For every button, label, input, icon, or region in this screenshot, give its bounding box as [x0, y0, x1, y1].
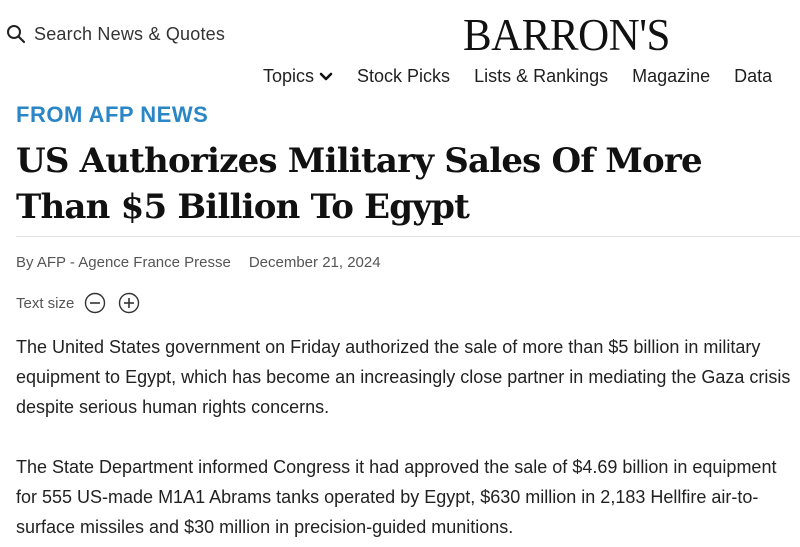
byline-date: December 21, 2024 — [248, 254, 381, 271]
byline-author[interactable]: By AFP - Agence France Presse — [16, 254, 231, 271]
nav-magazine[interactable]: Magazine — [632, 66, 710, 87]
article-paragraph: The State Department informed Congress i… — [16, 457, 777, 537]
article-paragraph: The United States government on Friday a… — [16, 337, 791, 417]
text-size-control: Text size — [16, 292, 140, 314]
search-button[interactable]: Search News & Quotes — [6, 20, 225, 48]
nav-data[interactable]: Data — [734, 66, 772, 87]
divider — [16, 236, 800, 237]
nav-stock-picks-label: Stock Picks — [357, 66, 451, 86]
nav-stock-picks[interactable]: Stock Picks — [357, 66, 450, 87]
barrons-logo[interactable]: BARRON'S — [463, 10, 670, 61]
chevron-down-icon — [319, 66, 333, 87]
search-label: Search News & Quotes — [34, 23, 226, 44]
search-icon — [6, 24, 26, 44]
article-headline: US Authorizes Military Sales Of More Tha… — [16, 141, 703, 227]
nav-data-label: Data — [734, 66, 773, 86]
nav-topics[interactable]: Topics — [263, 66, 333, 87]
article-kicker[interactable]: FROM AFP NEWS — [16, 102, 209, 127]
text-size-label: Text size — [16, 294, 75, 312]
nav-lists-rankings-label: Lists & Rankings — [474, 66, 609, 86]
increase-text-size-button[interactable] — [118, 292, 140, 314]
main-nav: Topics Stock Picks Lists & Rankings Maga… — [263, 66, 800, 87]
nav-topics-label: Topics — [263, 66, 315, 86]
nav-lists-rankings[interactable]: Lists & Rankings — [474, 66, 608, 87]
minus-circle-icon — [84, 292, 106, 314]
nav-magazine-label: Magazine — [632, 66, 711, 86]
decrease-text-size-button[interactable] — [84, 292, 106, 314]
byline: By AFP - Agence France Presse December 2… — [16, 254, 381, 271]
plus-circle-icon — [118, 292, 140, 314]
